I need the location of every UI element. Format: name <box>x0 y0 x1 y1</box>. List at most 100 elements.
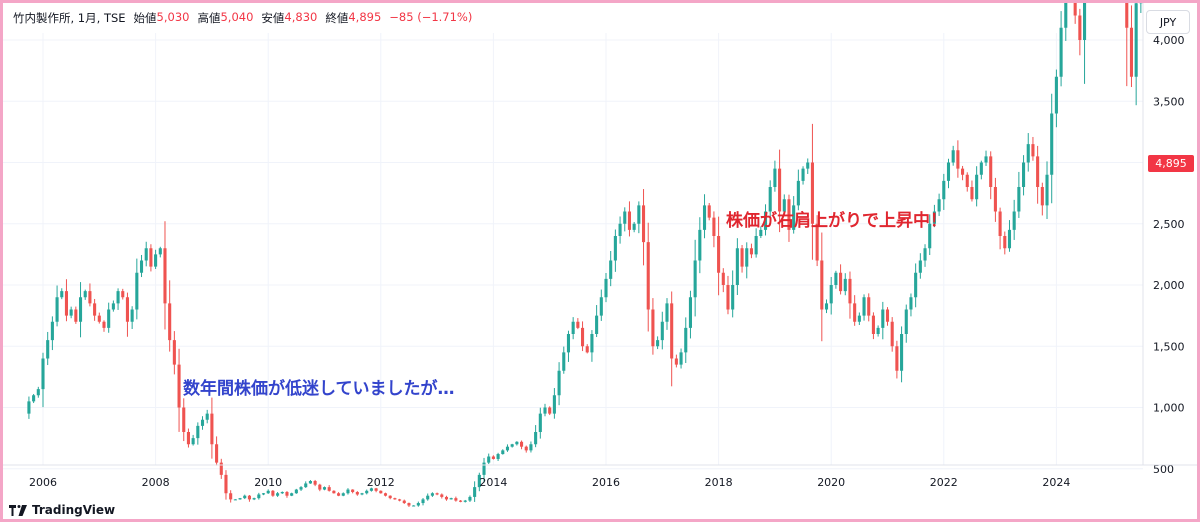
candle-body <box>895 346 899 371</box>
candle-body <box>928 223 932 249</box>
candle-body <box>1134 3 1138 77</box>
candle-body <box>346 489 350 494</box>
candle <box>534 425 538 448</box>
candle <box>937 193 941 216</box>
candle-body <box>881 309 885 328</box>
x-tick-label: 2020 <box>817 476 845 489</box>
candle <box>154 249 158 270</box>
currency-button[interactable]: JPY <box>1146 10 1190 34</box>
candle-body <box>867 297 871 316</box>
candle <box>1022 155 1026 196</box>
candle <box>505 444 510 452</box>
candle <box>571 317 575 340</box>
candle-body <box>186 432 190 445</box>
candle <box>956 140 960 178</box>
candle <box>304 481 308 488</box>
candle <box>515 441 519 446</box>
candle <box>182 398 186 442</box>
candle <box>914 263 918 308</box>
high-value: 5,040 <box>220 10 254 24</box>
candle <box>449 497 453 500</box>
candle-body <box>595 315 599 334</box>
candle <box>721 268 725 293</box>
candle <box>210 397 214 459</box>
candle-body <box>83 291 87 298</box>
candle-body <box>904 309 908 334</box>
candle-body <box>839 272 843 292</box>
candle <box>942 173 946 210</box>
candle-body <box>1054 76 1058 114</box>
candle <box>1045 161 1049 220</box>
candle-body <box>332 490 336 494</box>
candle <box>322 486 327 491</box>
candle <box>627 201 632 237</box>
candle <box>890 317 894 352</box>
candle-body <box>172 340 176 365</box>
candle-body <box>449 498 453 500</box>
candle-body <box>163 248 167 304</box>
candle-body <box>219 462 223 475</box>
candle-body <box>792 205 796 230</box>
candle-body <box>78 297 83 322</box>
candle <box>36 386 40 398</box>
candle <box>801 166 805 185</box>
candle-body <box>853 303 857 322</box>
candle-body <box>1003 236 1007 249</box>
candle-body <box>243 495 247 499</box>
candle <box>276 492 280 497</box>
candle-body <box>477 474 481 488</box>
candle <box>308 480 312 484</box>
candle <box>998 207 1002 250</box>
candle-body <box>1083 3 1087 40</box>
candle-body <box>341 493 345 496</box>
candle <box>712 211 716 248</box>
candle-body <box>956 150 960 169</box>
candle <box>477 472 481 492</box>
candle-body <box>970 187 974 200</box>
candle-body <box>552 395 556 414</box>
candle-body <box>102 321 106 328</box>
candle-body <box>294 489 298 494</box>
candle <box>111 300 115 312</box>
candle-body <box>623 211 627 224</box>
candle <box>1129 5 1134 88</box>
candle <box>679 348 683 369</box>
candle-body <box>182 407 186 432</box>
candle-body <box>1040 187 1044 206</box>
candle-body <box>398 499 402 501</box>
candle <box>200 416 205 430</box>
candle-body <box>787 199 791 230</box>
candle <box>824 299 829 314</box>
candle-body <box>149 248 153 267</box>
candle <box>280 491 284 494</box>
candle-body <box>229 493 233 500</box>
candle-body <box>322 487 327 490</box>
candle <box>674 354 678 368</box>
candle-body <box>735 248 739 285</box>
candle <box>1125 3 1129 87</box>
candle <box>576 318 580 330</box>
candle <box>1007 220 1012 252</box>
candle <box>961 165 965 181</box>
candle <box>219 458 223 479</box>
candle-body <box>702 205 707 230</box>
candle <box>482 457 486 483</box>
candle <box>693 239 697 317</box>
candle-body <box>266 490 270 494</box>
candle <box>1003 231 1007 255</box>
candle-body <box>337 493 341 496</box>
tradingview-logo[interactable]: TradingView <box>9 503 115 517</box>
candle-body <box>421 499 425 504</box>
candle-body <box>796 180 800 206</box>
candle-body <box>280 492 284 494</box>
candle-body <box>383 493 388 496</box>
candle <box>215 436 219 466</box>
candle <box>975 166 979 207</box>
candle <box>172 331 176 375</box>
candle-body <box>937 199 941 212</box>
candle <box>932 204 936 228</box>
price-chart[interactable]: 5001,0001,5002,0002,5003,0003,5004,0004,… <box>3 3 1197 519</box>
candle <box>416 501 420 507</box>
candle <box>989 151 993 200</box>
candle-body <box>698 229 702 261</box>
